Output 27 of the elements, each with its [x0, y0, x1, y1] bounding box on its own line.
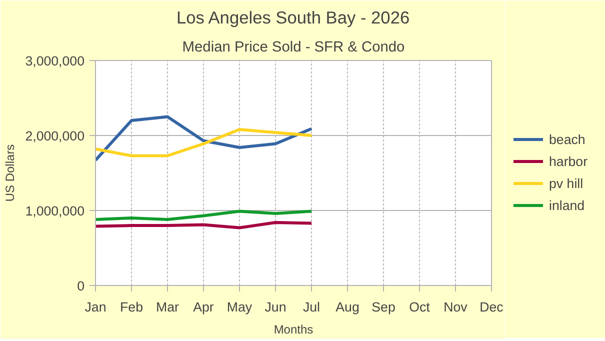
- legend-label: pv hill: [549, 176, 584, 190]
- x-tick-label: Jun: [264, 300, 286, 314]
- x-tick-label: Feb: [120, 300, 143, 314]
- y-tick-label: 1,000,000: [25, 204, 85, 218]
- y-tick-label: 0: [77, 278, 85, 294]
- legend-label: inland: [549, 198, 585, 212]
- x-tick-label: Jan: [84, 300, 106, 314]
- line-series: [96, 128, 313, 158]
- chart-title: Los Angeles South Bay - 2026: [176, 8, 410, 28]
- y-tick-label: 2,000,000: [25, 128, 85, 144]
- x-tick-label: Sep: [372, 300, 396, 314]
- x-tick-label: May: [226, 300, 252, 314]
- line-series: [96, 115, 313, 162]
- x-tick-label: Apr: [193, 300, 214, 314]
- x-tick-label: Jul: [302, 300, 320, 314]
- x-tick-label: Nov: [444, 300, 468, 314]
- line-series: [96, 210, 313, 221]
- legend-label: harbor: [549, 154, 588, 168]
- x-tick-label: Mar: [156, 300, 180, 314]
- x-axis-title: Months: [274, 322, 314, 336]
- x-tick-label: Dec: [480, 300, 504, 314]
- y-tick-label: 3,000,000: [25, 54, 85, 68]
- y-axis-title: US Dollars: [3, 144, 18, 202]
- legend-label: beach: [549, 132, 586, 146]
- x-tick-label: Aug: [336, 300, 360, 314]
- chart-subtitle: Median Price Sold - SFR & Condo: [182, 40, 405, 56]
- x-tick-label: Oct: [409, 300, 430, 314]
